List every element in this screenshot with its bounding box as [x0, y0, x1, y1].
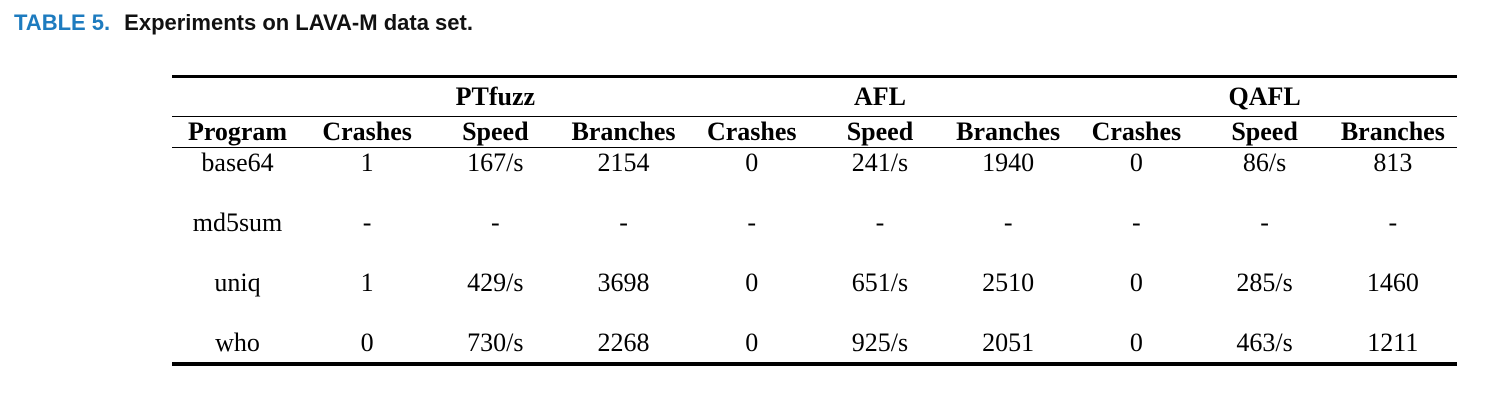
group-header-qafl: QAFL [1072, 76, 1457, 117]
table-cell: 0 [745, 268, 759, 297]
table-cell: - [1003, 208, 1013, 237]
table-cell: 167/s [467, 148, 524, 177]
table-row: uniq 1 429/s 3698 0 651/s 2510 0 285/s 1… [172, 268, 1457, 328]
table-cell: 86/s [1242, 148, 1287, 177]
table-cell: 2510 [982, 268, 1035, 297]
table-cell: 730/s [467, 328, 524, 357]
table-caption-label: TABLE 5. [14, 10, 111, 35]
table-cell: 0 [745, 328, 759, 357]
table-cell: 0 [1129, 268, 1143, 297]
table-cell: 0 [1129, 328, 1143, 357]
table-cell: 2268 [597, 328, 650, 357]
table-caption: TABLE 5. Experiments on LAVA-M data set. [14, 10, 473, 36]
group-header-row: PTfuzz AFL QAFL [172, 76, 1457, 117]
table-cell: 2154 [597, 148, 650, 177]
table-cell: - [1132, 208, 1141, 237]
column-header-speed: Speed [815, 116, 945, 148]
program-cell: who [215, 328, 260, 357]
table-cell: - [362, 208, 372, 237]
column-header-speed: Speed [431, 116, 560, 148]
table-cell: 1460 [1366, 268, 1419, 297]
table-cell: - [619, 208, 628, 237]
table-row: base64 1 167/s 2154 0 241/s 1940 0 86/s … [172, 148, 1457, 209]
table-cell: 1940 [982, 148, 1035, 177]
table-cell: - [491, 208, 500, 237]
column-header-crashes: Crashes [687, 116, 816, 148]
table-cell: 651/s [851, 268, 909, 297]
results-table: PTfuzz AFL QAFL Program Crashes Speed Br… [172, 75, 1457, 366]
group-header-spacer [172, 76, 304, 117]
table-cell: 1 [360, 148, 374, 177]
table-cell: 925/s [851, 328, 909, 357]
table-cell: - [1388, 208, 1398, 237]
table-cell: - [1260, 208, 1269, 237]
table-row: who 0 730/s 2268 0 925/s 2051 0 463/s 12… [172, 328, 1457, 364]
table-caption-text: Experiments on LAVA-M data set. [124, 10, 473, 35]
program-cell: uniq [214, 268, 261, 297]
program-cell: base64 [201, 148, 274, 177]
column-header-branches: Branches [1328, 116, 1457, 148]
table-cell: 241/s [851, 148, 909, 177]
column-header-program: Program [172, 116, 304, 148]
column-header-branches: Branches [944, 116, 1073, 148]
group-header-ptfuzz: PTfuzz [303, 76, 688, 117]
table-cell: 1 [360, 268, 374, 297]
table-cell: 0 [360, 328, 374, 357]
table-cell: 429/s [467, 268, 524, 297]
column-header-crashes: Crashes [1072, 116, 1201, 148]
column-header-row: Program Crashes Speed Branches Crashes S… [172, 116, 1457, 148]
column-header-branches: Branches [559, 116, 688, 148]
table-cell: - [875, 208, 885, 237]
table-cell: 0 [745, 148, 759, 177]
group-header-afl: AFL [687, 76, 1073, 117]
column-header-crashes: Crashes [303, 116, 432, 148]
table-cell: 1211 [1367, 328, 1419, 357]
table-cell: - [747, 208, 757, 237]
table-cell: 285/s [1236, 268, 1293, 297]
table-cell: 2051 [982, 328, 1035, 357]
table-row: md5sum - - - - - - - - - [172, 208, 1457, 268]
table-cell: 463/s [1236, 328, 1293, 357]
program-cell: md5sum [192, 208, 283, 237]
column-header-speed: Speed [1200, 116, 1329, 148]
table-cell: 0 [1129, 148, 1143, 177]
table-cell: 813 [1373, 148, 1413, 177]
table-cell: 3698 [597, 268, 650, 297]
